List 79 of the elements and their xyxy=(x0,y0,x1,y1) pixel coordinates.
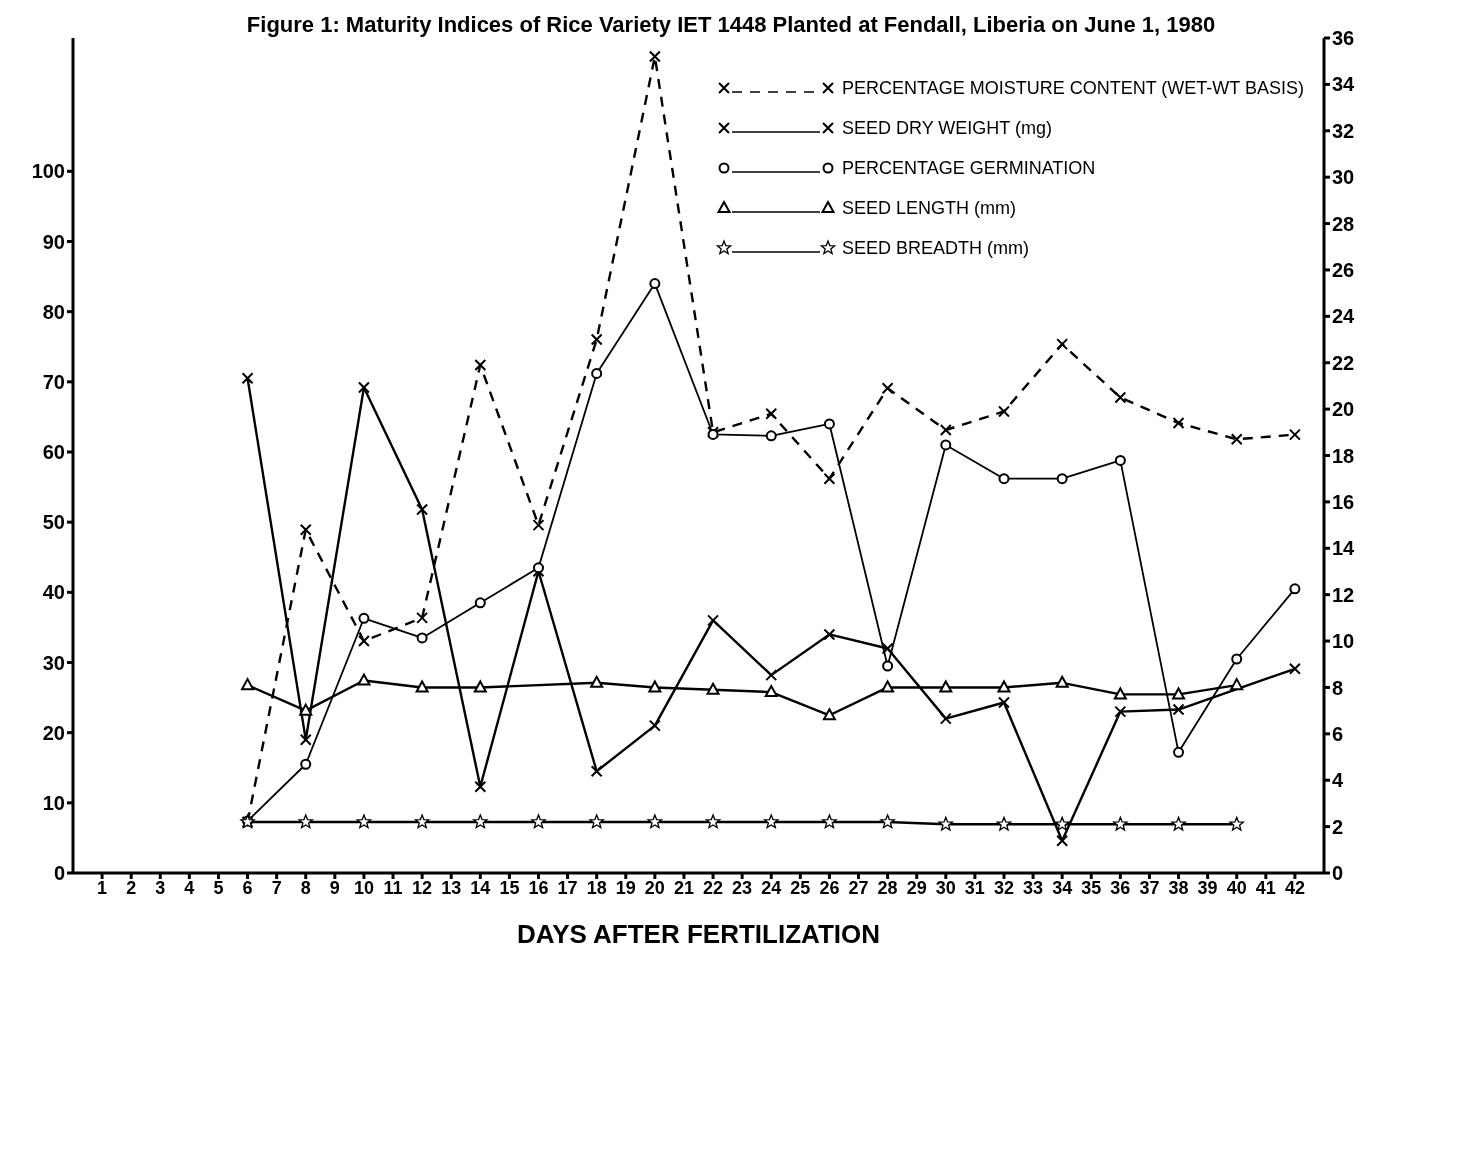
x-tick-label: 8 xyxy=(300,877,311,898)
legend-label: SEED BREADTH (mm) xyxy=(841,237,1029,259)
y2-tick-label: 26 xyxy=(1332,259,1355,282)
x-tick-label: 18 xyxy=(586,877,607,898)
y2-tick-label: 8 xyxy=(1332,676,1344,699)
x-tick-label: 29 xyxy=(906,877,927,898)
y2-tick-label: 4 xyxy=(1332,769,1344,792)
x-tick-label: 33 xyxy=(1023,877,1044,898)
y-tick-label: 40 xyxy=(42,581,65,604)
x-tick-label: 35 xyxy=(1081,877,1102,898)
legend-label: SEED DRY WEIGHT (mg) xyxy=(841,117,1053,139)
y2-tick-label: 28 xyxy=(1332,212,1355,235)
x-tick-label: 22 xyxy=(703,877,724,898)
y2-tick-label: 18 xyxy=(1332,444,1355,467)
x-tick-label: 24 xyxy=(761,877,782,898)
y2-tick-label: 6 xyxy=(1332,722,1344,745)
x-tick-label: 5 xyxy=(213,877,224,898)
legend-label: PERCENTAGE GERMINATION xyxy=(841,157,1096,179)
x-tick-label: 9 xyxy=(329,877,340,898)
y2-tick-label: 24 xyxy=(1332,305,1356,328)
y2-tick-label: 36 xyxy=(1332,27,1355,50)
y2-tick-label: 0 xyxy=(1332,862,1344,885)
y2-tick-label: 22 xyxy=(1332,351,1355,374)
x-tick-label: 32 xyxy=(993,877,1014,898)
y-tick-label: 90 xyxy=(42,230,65,253)
y-tick-label: 60 xyxy=(42,441,65,464)
x-tick-label: 11 xyxy=(383,877,403,898)
y-tick-label: 100 xyxy=(31,160,65,183)
y-tick-label: 70 xyxy=(42,370,65,393)
x-tick-label: 42 xyxy=(1284,877,1305,898)
y-tick-label: 80 xyxy=(42,300,65,323)
x-tick-label: 2 xyxy=(126,877,137,898)
x-tick-label: 34 xyxy=(1052,877,1073,898)
x-tick-label: 21 xyxy=(673,877,694,898)
y2-tick-label: 34 xyxy=(1332,73,1356,96)
x-tick-label: 26 xyxy=(819,877,840,898)
y2-tick-label: 12 xyxy=(1332,583,1355,606)
y2-tick-label: 2 xyxy=(1332,815,1344,838)
x-tick-label: 36 xyxy=(1110,877,1131,898)
y2-tick-label: 10 xyxy=(1332,630,1355,653)
y2-tick-label: 30 xyxy=(1332,166,1355,189)
x-tick-label: 15 xyxy=(499,877,520,898)
legend-label: PERCENTAGE MOISTURE CONTENT (WET-WT BASIS) xyxy=(841,77,1304,99)
x-tick-label: 38 xyxy=(1168,877,1189,898)
chart-title: Figure 1: Maturity Indices of Rice Variety IET 1448 Planted at Fendall, Liberia on June 1, 1980 xyxy=(246,12,1216,37)
x-tick-label: 14 xyxy=(470,877,491,898)
x-tick-label: 28 xyxy=(877,877,898,898)
x-tick-label: 25 xyxy=(790,877,811,898)
x-tick-label: 23 xyxy=(732,877,753,898)
x-tick-label: 7 xyxy=(271,877,282,898)
y2-tick-label: 14 xyxy=(1332,537,1356,560)
x-tick-label: 10 xyxy=(353,877,374,898)
x-tick-label: 39 xyxy=(1197,877,1218,898)
x-axis-title: DAYS AFTER FERTILIZATION xyxy=(516,919,881,949)
x-tick-label: 40 xyxy=(1226,877,1247,898)
y-tick-label: 10 xyxy=(42,791,65,814)
x-tick-label: 17 xyxy=(557,877,578,898)
y2-tick-label: 20 xyxy=(1332,398,1355,421)
x-tick-label: 37 xyxy=(1139,877,1160,898)
y2-tick-label: 16 xyxy=(1332,490,1355,513)
y-tick-label: 20 xyxy=(42,721,65,744)
x-tick-label: 41 xyxy=(1255,877,1276,898)
x-tick-label: 13 xyxy=(441,877,462,898)
y2-tick-label: 32 xyxy=(1332,119,1355,142)
x-tick-label: 19 xyxy=(615,877,636,898)
x-tick-label: 27 xyxy=(848,877,869,898)
y-tick-label: 0 xyxy=(53,862,65,885)
x-tick-label: 12 xyxy=(412,877,433,898)
legend-label: SEED LENGTH (mm) xyxy=(841,197,1016,219)
x-tick-label: 6 xyxy=(242,877,253,898)
x-tick-label: 16 xyxy=(528,877,549,898)
x-tick-label: 20 xyxy=(644,877,665,898)
x-tick-label: 31 xyxy=(964,877,985,898)
y-tick-label: 50 xyxy=(42,511,65,534)
x-tick-label: 1 xyxy=(97,877,108,898)
x-tick-label: 4 xyxy=(184,877,195,898)
x-tick-label: 30 xyxy=(935,877,956,898)
y-tick-label: 30 xyxy=(42,651,65,674)
x-tick-label: 3 xyxy=(155,877,166,898)
